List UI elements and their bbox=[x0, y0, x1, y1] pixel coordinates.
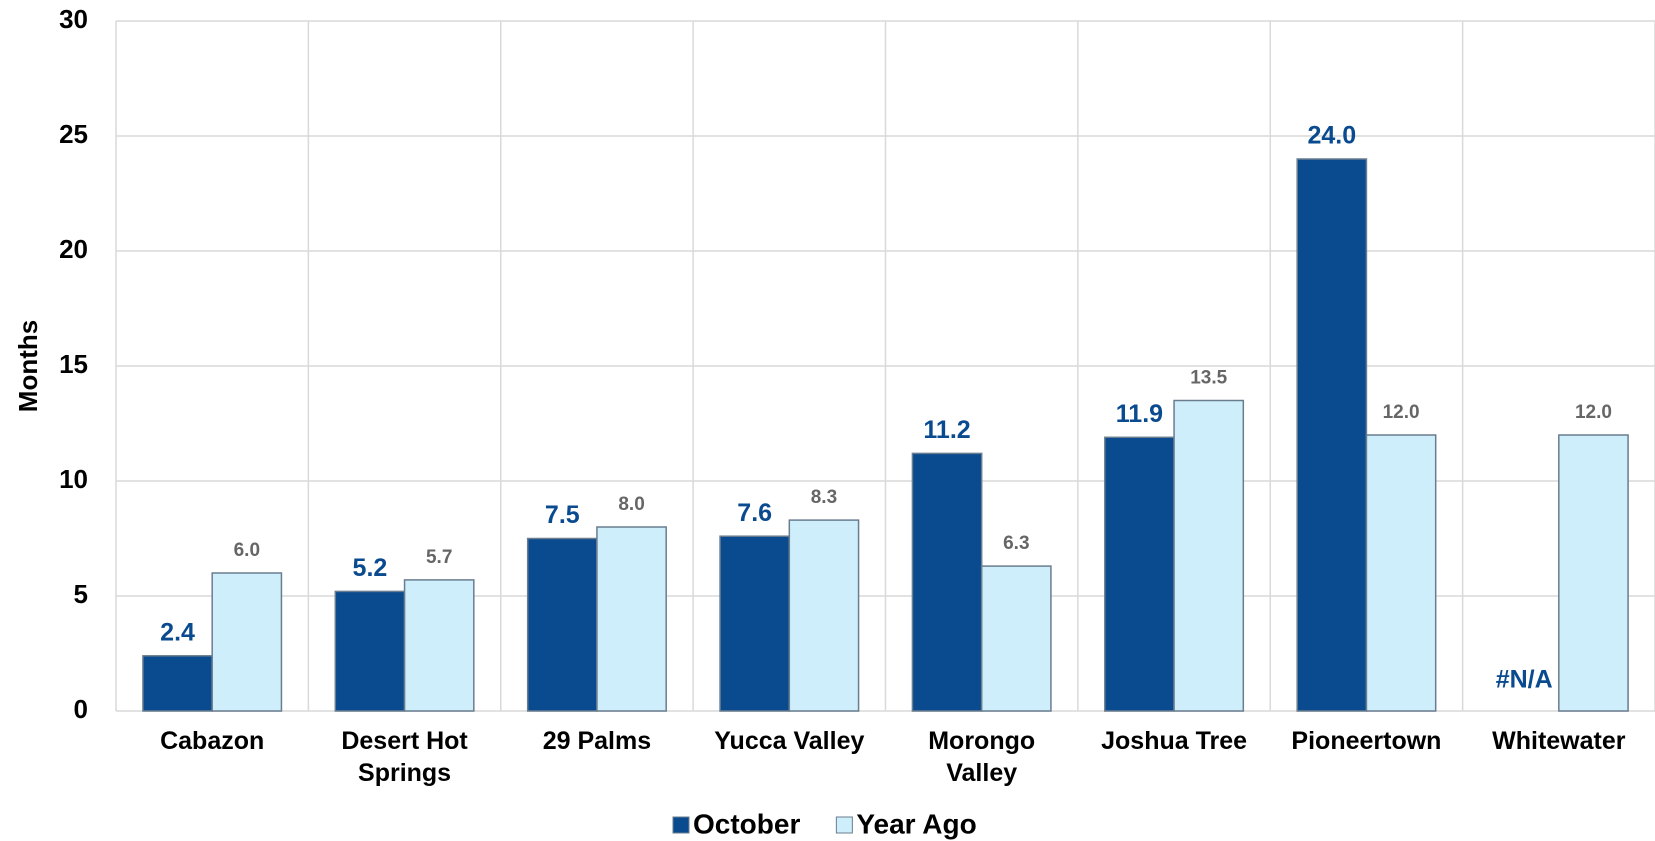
y-tick-label: 5 bbox=[74, 579, 88, 609]
bar bbox=[980, 565, 1052, 712]
y-tick-label: 30 bbox=[59, 4, 88, 34]
bar bbox=[526, 537, 598, 712]
legend-swatch bbox=[835, 816, 853, 834]
x-tick-label: Desert Hot Springs bbox=[341, 727, 468, 787]
bar bbox=[334, 590, 406, 712]
data-label: 2.4 bbox=[160, 618, 195, 646]
y-tick-label: 15 bbox=[59, 349, 88, 379]
y-axis-label: Months bbox=[13, 320, 43, 412]
y-tick-label: 0 bbox=[74, 694, 88, 724]
data-label: 24.0 bbox=[1307, 122, 1356, 150]
data-label: 12.0 bbox=[1383, 402, 1420, 423]
bar bbox=[1365, 434, 1437, 712]
data-label: 6.0 bbox=[234, 540, 260, 561]
data-label: 11.9 bbox=[1116, 400, 1163, 428]
bar bbox=[403, 579, 475, 712]
bar bbox=[1104, 436, 1175, 712]
bar bbox=[211, 572, 283, 712]
data-label: 12.0 bbox=[1575, 402, 1612, 423]
x-tick-label: Morongo Valley bbox=[928, 727, 1036, 787]
data-label: 7.5 bbox=[545, 501, 580, 529]
legend-swatch bbox=[672, 816, 690, 834]
y-tick-label: 10 bbox=[59, 464, 88, 494]
data-label: 8.0 bbox=[618, 494, 644, 515]
x-tick-label: Whitewater bbox=[1492, 727, 1626, 755]
data-label: #N/A bbox=[1496, 666, 1553, 694]
data-label: 5.2 bbox=[353, 554, 388, 582]
y-tick-label: 25 bbox=[59, 119, 88, 149]
x-tick-label: 29 Palms bbox=[542, 727, 652, 755]
bar bbox=[142, 655, 213, 712]
x-tick-label: Joshua Tree bbox=[1101, 727, 1248, 755]
bar bbox=[596, 526, 667, 712]
bar bbox=[1558, 434, 1629, 712]
bar bbox=[1296, 158, 1368, 712]
data-label: 8.3 bbox=[811, 487, 837, 508]
legend-label: Year Ago bbox=[856, 808, 976, 839]
data-label: 13.5 bbox=[1190, 368, 1227, 389]
x-tick-label: Pioneertown bbox=[1291, 727, 1442, 755]
y-tick-label: 20 bbox=[59, 234, 88, 264]
data-label: 5.7 bbox=[426, 547, 452, 568]
legend-label: October bbox=[693, 808, 800, 839]
bar bbox=[719, 535, 791, 712]
x-tick-label: Yucca Valley bbox=[714, 727, 865, 755]
bar bbox=[788, 519, 860, 712]
x-tick-label: Cabazon bbox=[160, 727, 265, 755]
bar bbox=[1173, 399, 1245, 712]
data-label: 11.2 bbox=[923, 416, 970, 444]
data-label: 6.3 bbox=[1003, 533, 1029, 554]
data-label: 7.6 bbox=[737, 499, 772, 527]
bar bbox=[911, 452, 983, 712]
